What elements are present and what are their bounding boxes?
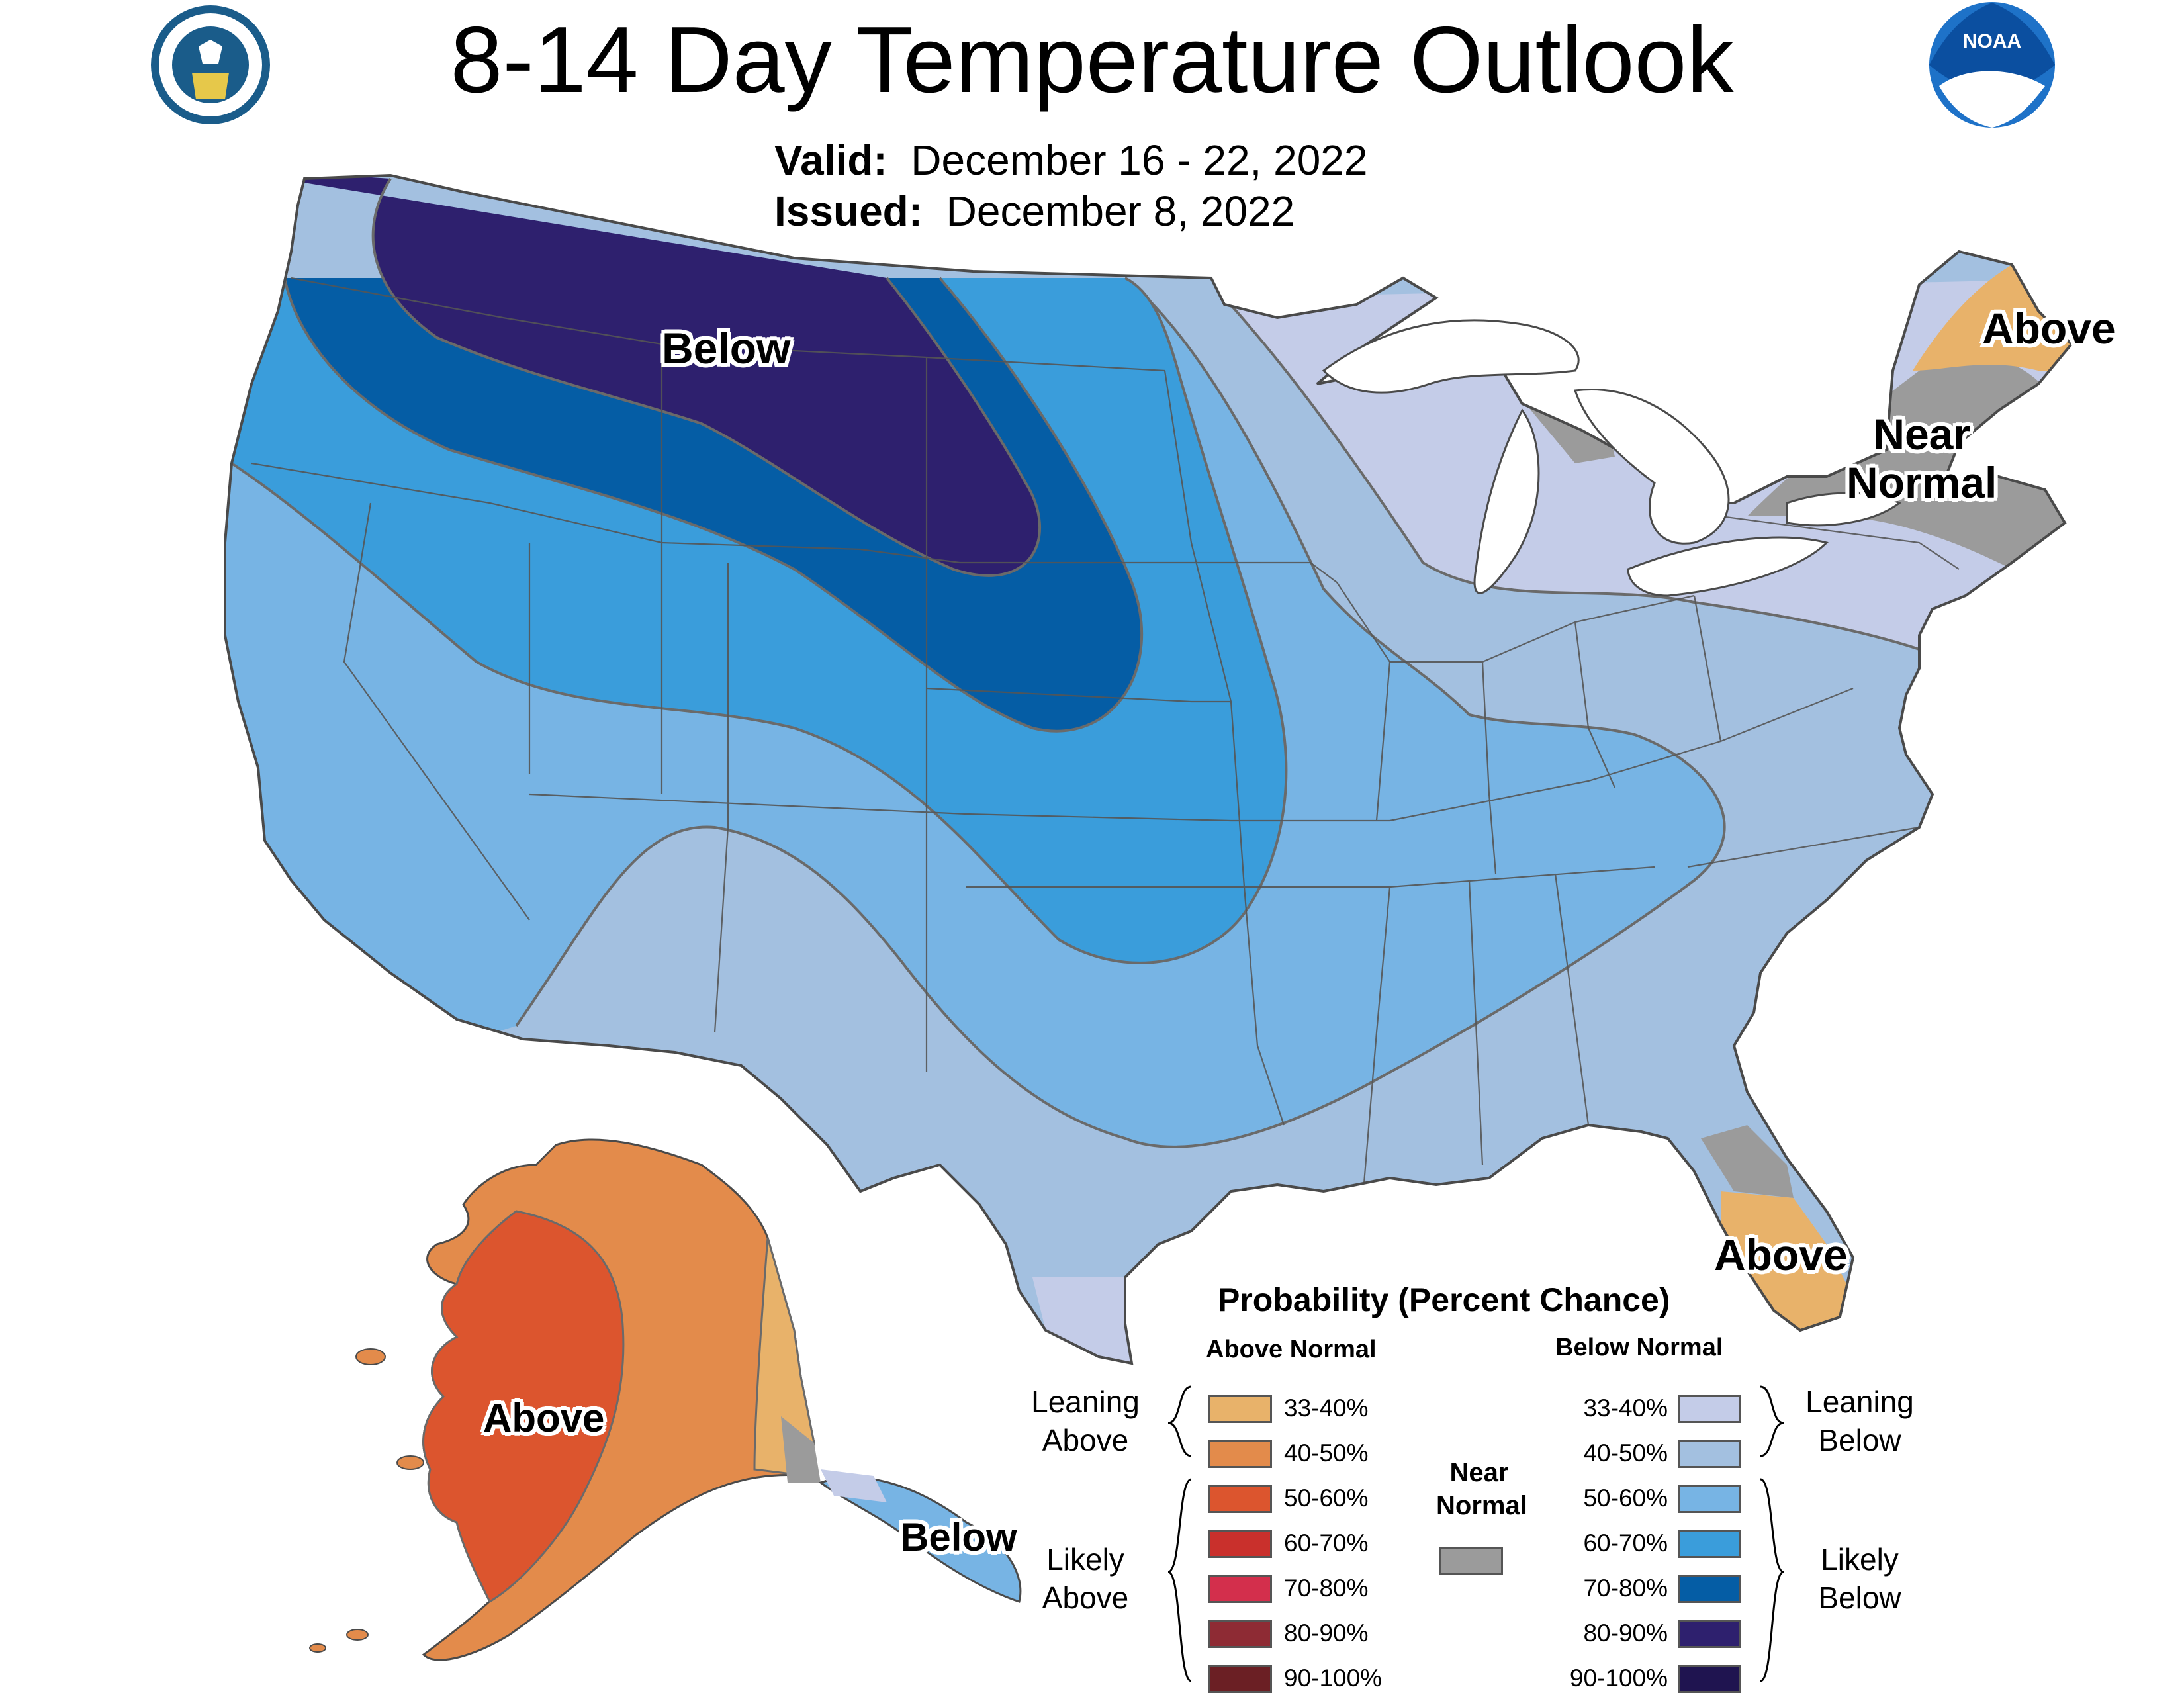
noaa-logo-icon: NOAA (1929, 2, 2055, 128)
legend-above-range-5: 80-90% (1284, 1620, 1369, 1647)
legend-title: Probability (Percent Chance) (1218, 1281, 1670, 1318)
legend-likely-below: Likely Below (1818, 1542, 1901, 1615)
legend-below-range-0: 33-40% (1583, 1395, 1668, 1422)
label-below-north: Below (662, 324, 791, 373)
legend-above-swatch-0 (1208, 1395, 1272, 1423)
legend-below-swatch-1 (1678, 1440, 1741, 1468)
legend-above-swatch-5 (1208, 1620, 1272, 1648)
label-near-normal: Near Normal (1846, 410, 1997, 507)
legend-near-normal-label: Near Normal (1436, 1458, 1527, 1520)
valid-label: Valid: (774, 136, 887, 184)
legend-above-range-3: 60-70% (1284, 1530, 1369, 1557)
legend-above-range-4: 70-80% (1284, 1575, 1369, 1602)
legend-above-range-6: 90-100% (1284, 1665, 1383, 1692)
legend-below-swatch-2 (1678, 1485, 1741, 1513)
valid-dates: December 16 - 22, 2022 (911, 136, 1368, 184)
legend-above-swatch-3 (1208, 1530, 1272, 1558)
valid-line: Valid: December 16 - 22, 2022 (774, 136, 1367, 185)
page-title: 8-14 Day Temperature Outlook (450, 7, 1734, 113)
legend-below-swatch-0 (1678, 1395, 1741, 1423)
legend-below-range-2: 50-60% (1583, 1485, 1668, 1512)
commerce-seal-icon (151, 5, 270, 124)
legend-leaning-below: Leaning Below (1805, 1385, 1914, 1457)
issued-date: December 8, 2022 (946, 187, 1295, 235)
legend-above-range-1: 40-50% (1284, 1440, 1369, 1467)
legend-below-header: Below Normal (1555, 1334, 1723, 1361)
label-below-alaska: Below (900, 1515, 1017, 1559)
legend-below-range-4: 70-80% (1583, 1575, 1668, 1602)
legend-below-swatch-3 (1678, 1530, 1741, 1558)
legend-above-swatch-4 (1208, 1575, 1272, 1603)
legend-below-range-5: 80-90% (1583, 1620, 1668, 1647)
legend-above-range-2: 50-60% (1284, 1485, 1369, 1512)
label-above-alaska: Above (483, 1396, 605, 1440)
legend-below-swatch-5 (1678, 1620, 1741, 1648)
issued-label: Issued: (774, 187, 923, 235)
issued-line: Issued: December 8, 2022 (774, 187, 1295, 236)
svg-text:NOAA: NOAA (1963, 30, 2021, 52)
legend-above-header: Above Normal (1206, 1336, 1377, 1363)
legend-likely-above: Likely Above (1042, 1542, 1129, 1615)
legend-leaning-above: Leaning Above (1031, 1385, 1140, 1457)
legend-near-normal-swatch (1439, 1547, 1503, 1575)
legend-below-range-3: 60-70% (1583, 1530, 1668, 1557)
legend-above-swatch-1 (1208, 1440, 1272, 1468)
legend-above-swatch-2 (1208, 1485, 1272, 1513)
label-above-florida: Above (1714, 1230, 1848, 1279)
legend-below-range-1: 40-50% (1583, 1440, 1668, 1467)
legend-below-swatch-4 (1678, 1575, 1741, 1603)
label-above-maine: Above (1982, 304, 2116, 353)
legend-above-range-0: 33-40% (1284, 1395, 1369, 1422)
legend-below-range-6: 90-100% (1569, 1665, 1668, 1692)
